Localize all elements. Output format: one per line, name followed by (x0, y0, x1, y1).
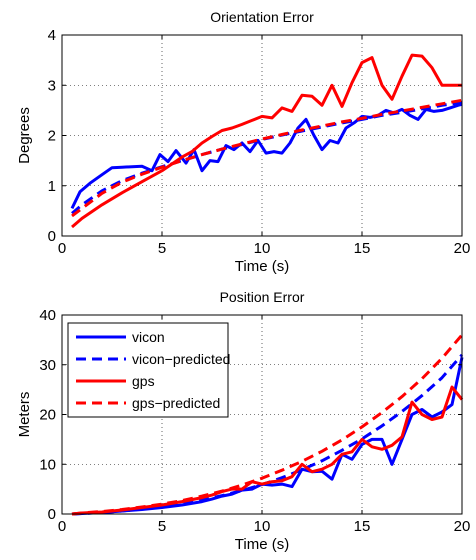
legend-label: gps (132, 373, 155, 389)
position-legend: vicon vicon−predicted gps gps−predicted (67, 322, 230, 418)
orientation-title: Orientation Error (210, 9, 314, 25)
orientation-y-tick-label: 4 (48, 27, 56, 44)
position-y-tick-label: 30 (39, 357, 56, 374)
orientation-series-gps-predicted-line (71, 98, 463, 218)
orientation-x-tick-label: 0 (58, 240, 66, 257)
orientation-y-axis-label: Degrees (16, 107, 33, 164)
position-x-tick-label: 15 (354, 518, 371, 535)
orientation-y-tick-label: 0 (48, 228, 56, 245)
legend-label: vicon−predicted (132, 351, 230, 367)
position-y-tick-label: 20 (39, 407, 56, 424)
position-y-axis-label: Meters (16, 392, 33, 438)
orientation-x-tick-label: 10 (254, 240, 271, 257)
orientation-x-axis-label: Time (s) (235, 258, 289, 275)
orientation-chart: 0 5 10 15 20 0 1 2 3 4 Orientation Error Time (s) De… (16, 9, 470, 275)
position-series-gps-predicted-line (71, 333, 464, 516)
position-chart: 0 5 10 15 20 0 10 20 30 40 Position Error Time (s) M… (16, 289, 470, 553)
orientation-y-tick-label: 3 (48, 77, 56, 94)
position-x-tick-label: 5 (158, 518, 166, 535)
position-x-tick-label: 20 (454, 518, 471, 535)
orientation-y-tick-label: 1 (48, 178, 56, 195)
orientation-series-vicon-line (70, 102, 463, 210)
orientation-x-tick-label: 20 (454, 240, 471, 257)
position-title: Position Error (220, 289, 305, 305)
legend-label: gps−predicted (132, 395, 220, 411)
position-y-tick-label: 10 (39, 456, 56, 473)
position-x-tick-label: 10 (254, 518, 271, 535)
orientation-x-tick-label: 5 (158, 240, 166, 257)
position-y-tick-label: 40 (39, 307, 56, 324)
position-x-tick-label: 0 (58, 518, 66, 535)
orientation-y-tick-label: 2 (48, 128, 56, 145)
position-legend-box (67, 322, 229, 418)
orientation-x-tick-label: 15 (354, 240, 371, 257)
position-x-axis-label: Time (s) (235, 536, 289, 553)
legend-label: vicon (132, 329, 165, 345)
position-y-tick-label: 0 (48, 506, 56, 523)
